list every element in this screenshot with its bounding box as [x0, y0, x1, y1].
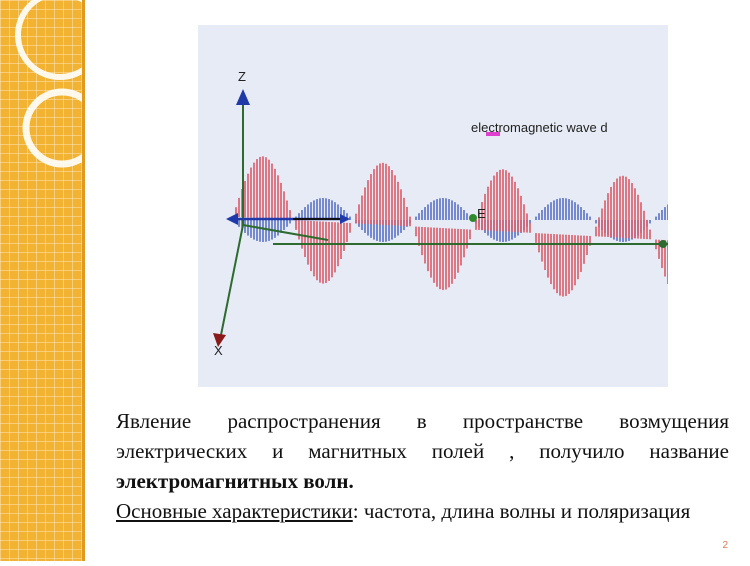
slide-body-text: Явление распространения в пространстве в…	[116, 406, 729, 526]
wave-caption: electromagnetic wave d	[471, 120, 608, 135]
electric-field-wave	[235, 156, 668, 297]
e-vector-arrow	[226, 213, 238, 225]
x-axis-label: X	[214, 343, 223, 358]
definition-term: электромагнитных волн.	[116, 469, 354, 493]
propagation-marker	[659, 240, 667, 248]
e-marker	[469, 214, 477, 222]
sidebar-border	[82, 0, 85, 561]
x-axis-arrow	[213, 333, 226, 347]
characteristics-list: : частота, длина волны и поляризация	[352, 499, 691, 523]
e-axis-label: E	[477, 206, 486, 221]
characteristics-heading: Основные характеристики	[116, 499, 353, 523]
wave-figure: Z X E electromagnetic wave d	[198, 25, 668, 387]
definition-text: Явление распространения в пространстве в…	[116, 409, 729, 463]
y-axis	[242, 224, 329, 241]
z-axis-label: Z	[238, 69, 246, 84]
b-vector-arrow	[340, 214, 350, 224]
x-axis	[219, 224, 244, 341]
decorative-sidebar	[0, 0, 105, 561]
page-number: 2	[722, 540, 728, 551]
characteristics-paragraph: Основные характеристики: частота, длина …	[116, 496, 729, 526]
definition-paragraph: Явление распространения в пространстве в…	[116, 406, 729, 496]
circle-ornament	[15, 0, 105, 168]
z-axis-arrow	[236, 89, 250, 105]
